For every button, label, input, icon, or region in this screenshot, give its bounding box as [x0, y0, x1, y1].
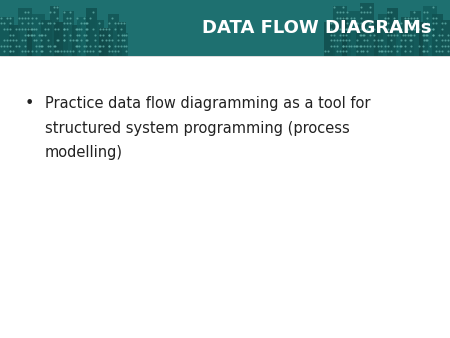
- Bar: [108, 14, 119, 56]
- Bar: [346, 11, 360, 56]
- Bar: [396, 28, 405, 56]
- Bar: [40, 20, 52, 56]
- Text: modelling): modelling): [45, 145, 123, 160]
- Bar: [0, 56, 450, 338]
- Bar: [117, 22, 126, 56]
- Bar: [374, 20, 382, 56]
- Bar: [423, 6, 436, 56]
- Bar: [356, 25, 367, 56]
- Bar: [94, 20, 104, 56]
- Text: Practice data flow diagramming as a tool for: Practice data flow diagramming as a tool…: [45, 96, 370, 111]
- Bar: [86, 8, 97, 56]
- Bar: [400, 17, 414, 56]
- Bar: [410, 11, 421, 56]
- Bar: [418, 22, 427, 56]
- Text: DATA FLOW DIAGRAMs: DATA FLOW DIAGRAMs: [202, 19, 432, 37]
- Text: •: •: [25, 96, 34, 111]
- Bar: [72, 25, 81, 56]
- Bar: [387, 8, 398, 56]
- Bar: [122, 33, 128, 56]
- Bar: [9, 25, 20, 56]
- Bar: [342, 17, 351, 56]
- Bar: [0, 0, 450, 56]
- Bar: [333, 6, 346, 56]
- Bar: [99, 28, 112, 56]
- Text: structured system programming (process: structured system programming (process: [45, 121, 350, 136]
- Bar: [32, 14, 45, 56]
- Bar: [54, 22, 68, 56]
- Bar: [76, 17, 90, 56]
- Bar: [0, 0, 450, 56]
- Bar: [378, 14, 392, 56]
- Bar: [18, 8, 32, 56]
- Bar: [50, 6, 58, 56]
- Bar: [27, 28, 36, 56]
- Bar: [63, 11, 74, 56]
- Bar: [360, 3, 373, 56]
- Bar: [432, 14, 443, 56]
- Bar: [441, 20, 450, 56]
- Bar: [0, 17, 14, 56]
- Bar: [324, 22, 335, 56]
